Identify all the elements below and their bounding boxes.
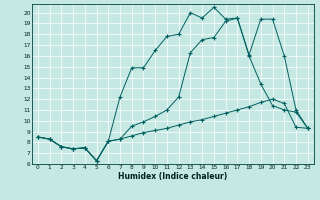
X-axis label: Humidex (Indice chaleur): Humidex (Indice chaleur) bbox=[118, 172, 228, 181]
